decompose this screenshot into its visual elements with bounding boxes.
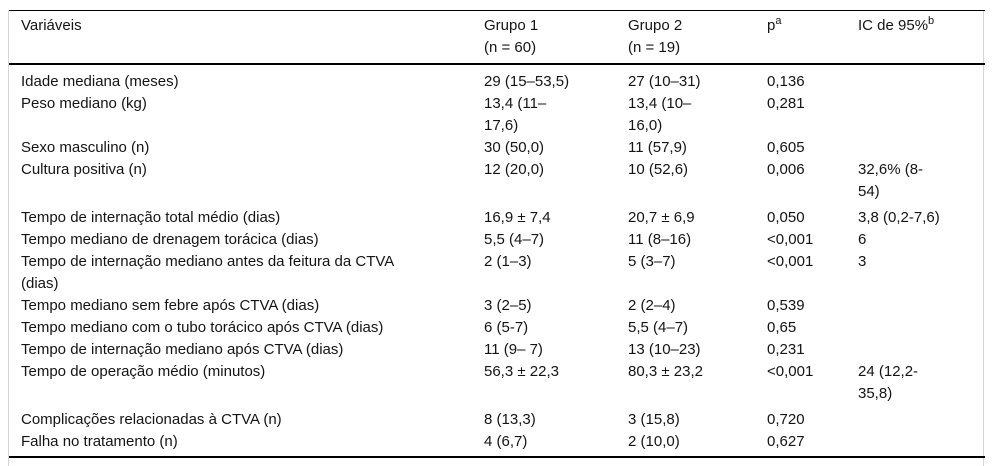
table-body: Idade mediana (meses) 29 (15–53,5) 27 (1…	[9, 64, 985, 457]
p-label: p	[767, 17, 776, 34]
cell-group1: 2 (1–3)	[484, 253, 532, 270]
cell-p: 0,65	[767, 319, 797, 336]
cell-variable: Tempo de operação médio (minutos)	[21, 363, 266, 380]
cell-group1: 12 (20,0)	[484, 161, 545, 178]
table-row: Sexo masculino (n) 30 (50,0) 11 (57,9) 0…	[9, 137, 985, 159]
cell-p: 0,720	[767, 411, 805, 428]
cell-p: 0,281	[767, 95, 805, 112]
cell-ci: 32,6% (8- 54)	[858, 161, 924, 200]
cell-group2: 3 (15,8)	[628, 411, 680, 428]
table-row: Tempo mediano de drenagem torácica (dias…	[9, 229, 985, 251]
table-row: Tempo de internação mediano antes da fei…	[9, 251, 985, 295]
cell-group2: 11 (57,9)	[628, 139, 687, 156]
cell-variable: Tempo mediano com o tubo torácico após C…	[21, 319, 384, 336]
cell-group2: 20,7 ± 6,9	[628, 209, 695, 226]
cell-p: 0,231	[767, 341, 805, 358]
cell-p: 0,539	[767, 297, 805, 314]
header-row: Variáveis Grupo 1 (n = 60) Grupo 2 (n = …	[9, 10, 985, 65]
cell-group2: 13 (10–23)	[628, 341, 701, 358]
cell-ci	[858, 339, 985, 361]
cell-group2: 5 (3–7)	[628, 253, 676, 270]
cell-group1: 13,4 (11– 17,6)	[484, 95, 547, 134]
col-header-group1: Grupo 1 (n = 60)	[484, 10, 628, 65]
cell-p: <0,001	[767, 253, 814, 270]
cell-ci: 3	[858, 253, 867, 270]
cell-variable: Tempo de internação mediano antes da fei…	[21, 253, 395, 292]
cell-ci	[858, 137, 985, 159]
table-row: Falha no tratamento (n) 4 (6,7) 2 (10,0)…	[9, 431, 985, 457]
table-row: Tempo de operação médio (minutos) 56,3 ±…	[9, 361, 985, 405]
cell-variable: Cultura positiva (n)	[21, 161, 147, 178]
cell-group2: 27 (10–31)	[628, 73, 701, 90]
cell-ci	[858, 431, 985, 457]
cell-group1: 56,3 ± 22,3	[484, 363, 559, 380]
table-row: Idade mediana (meses) 29 (15–53,5) 27 (1…	[9, 64, 985, 93]
cell-p: 0,605	[767, 139, 805, 156]
cell-group1: 5,5 (4–7)	[484, 231, 545, 248]
cell-ci: 6	[858, 231, 867, 248]
cell-ci: 24 (12,2- 35,8)	[858, 363, 919, 402]
cell-p: <0,001	[767, 231, 814, 248]
cell-p: 0,136	[767, 73, 805, 90]
cell-group1: 8 (13,3)	[484, 411, 536, 428]
cell-ci	[858, 317, 985, 339]
table-row: Complicações relacionadas à CTVA (n) 8 (…	[9, 405, 985, 431]
cell-group1: 4 (6,7)	[484, 433, 528, 450]
cell-group2: 11 (8–16)	[628, 231, 692, 248]
table-row: Tempo mediano sem febre após CTVA (dias)…	[9, 295, 985, 317]
cell-group2: 2 (2–4)	[628, 297, 676, 314]
results-table: Variáveis Grupo 1 (n = 60) Grupo 2 (n = …	[9, 10, 985, 458]
cell-group2: 13,4 (10– 16,0)	[628, 95, 692, 134]
cell-ci	[858, 295, 985, 317]
cell-group1: 3 (2–5)	[484, 297, 532, 314]
cell-group2: 2 (10,0)	[628, 433, 680, 450]
paper-table-page: Variáveis Grupo 1 (n = 60) Grupo 2 (n = …	[8, 10, 985, 466]
table-row: Cultura positiva (n) 12 (20,0) 10 (52,6)…	[9, 159, 985, 203]
cell-variable: Tempo de internação total médio (dias)	[21, 209, 281, 226]
footnote-marker-b: b	[928, 15, 935, 27]
cell-ci	[858, 93, 985, 137]
col-header-p: pa	[767, 10, 858, 65]
cell-ci	[858, 64, 985, 93]
cell-group2: 10 (52,6)	[628, 161, 689, 178]
cell-group1: 6 (5-7)	[484, 319, 529, 336]
cell-p: 0,006	[767, 161, 805, 178]
cell-group1: 30 (50,0)	[484, 139, 545, 156]
cell-variable: Peso mediano (kg)	[21, 95, 147, 112]
cell-group1: 16,9 ± 7,4	[484, 209, 551, 226]
cell-variable: Sexo masculino (n)	[21, 139, 150, 156]
cell-ci: 3,8 (0,2-7,6)	[858, 209, 940, 226]
col-header-ci: IC de 95%b	[858, 10, 985, 65]
cell-p: <0,001	[767, 363, 814, 380]
cell-variable: Tempo mediano de drenagem torácica (dias…	[21, 231, 319, 248]
cell-p: 0,627	[767, 433, 805, 450]
cell-variable: Complicações relacionadas à CTVA (n)	[21, 411, 282, 428]
table-row: Tempo de internação total médio (dias) 1…	[9, 203, 985, 229]
cell-group1: 29 (15–53,5)	[484, 73, 570, 90]
footnote-marker-a: a	[775, 15, 782, 27]
cell-group2: 80,3 ± 23,2	[628, 363, 703, 380]
table-row: Tempo de internação mediano após CTVA (d…	[9, 339, 985, 361]
cell-p: 0,050	[767, 209, 805, 226]
col-header-group2: Grupo 2 (n = 19)	[628, 10, 767, 65]
cell-variable: Idade mediana (meses)	[21, 73, 179, 90]
cell-group2: 5,5 (4–7)	[628, 319, 689, 336]
ci-label: IC de 95%	[858, 17, 929, 34]
table-row: Peso mediano (kg) 13,4 (11– 17,6) 13,4 (…	[9, 93, 985, 137]
table-row: Tempo mediano com o tubo torácico após C…	[9, 317, 985, 339]
cell-variable: Tempo mediano sem febre após CTVA (dias)	[21, 297, 320, 314]
col-header-variables: Variáveis	[9, 10, 484, 65]
cell-variable: Falha no tratamento (n)	[21, 433, 178, 450]
table-header: Variáveis Grupo 1 (n = 60) Grupo 2 (n = …	[9, 10, 985, 65]
cell-ci	[858, 405, 985, 431]
cell-variable: Tempo de internação mediano após CTVA (d…	[21, 341, 344, 358]
cell-group1: 11 (9– 7)	[484, 341, 543, 358]
